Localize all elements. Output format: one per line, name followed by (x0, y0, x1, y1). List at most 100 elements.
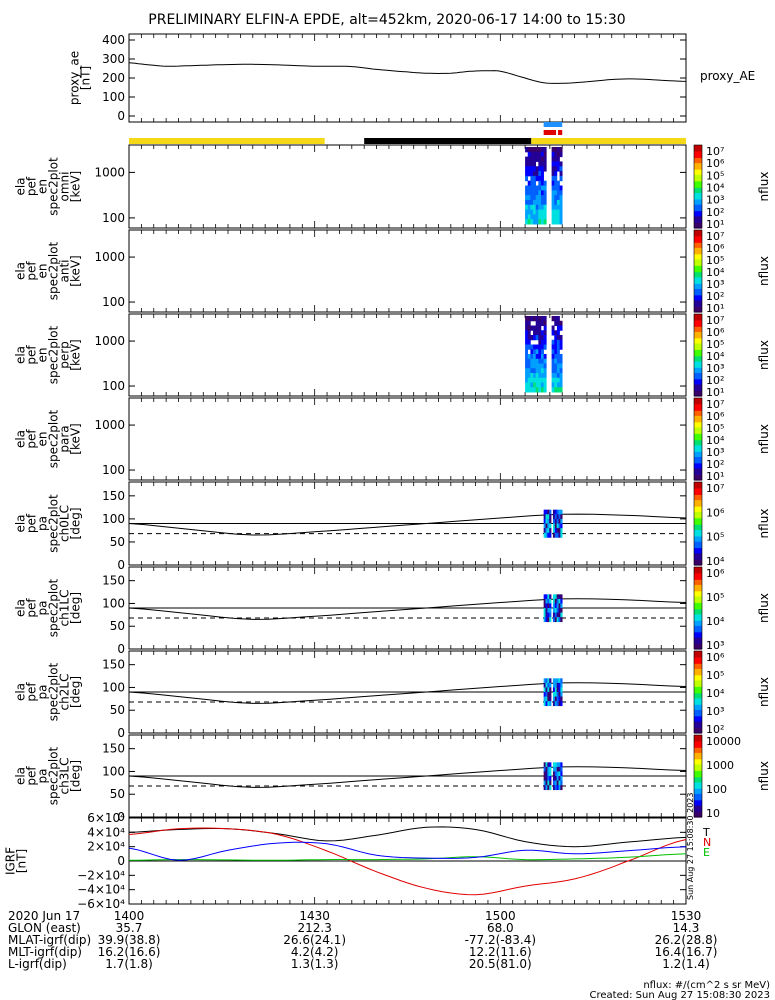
colorbar-label: nflux (757, 593, 771, 623)
spectrogram-pixel (541, 344, 544, 350)
colorbar-segment (694, 680, 702, 683)
pa-spectrogram-pixel (545, 780, 548, 786)
ch0-y-tick-label: 50 (110, 535, 125, 549)
omni-colorbar (693, 144, 703, 229)
pa-spectrogram-pixel (545, 785, 548, 791)
created-note: Created: Sun Aug 27 15:08:30 2023 (590, 990, 770, 1000)
spectrogram-pixel (541, 161, 544, 167)
pa-spectrogram-pixel (545, 598, 548, 604)
colorbar-segment (694, 272, 702, 275)
orbit-value: 68.0 (487, 921, 514, 935)
spectrogram-pixel (527, 387, 531, 393)
spectrogram-pixel (556, 195, 560, 201)
colorbar-segment (694, 477, 702, 480)
igrf-y-tick-label: 4×10⁴ (87, 825, 125, 839)
colorbar-segment (694, 156, 702, 159)
pa-spectrogram-pixel (554, 598, 557, 604)
colorbar-segment (694, 509, 702, 512)
pa-spectrogram-pixel (556, 608, 559, 613)
side-timestamp: Sun Aug 27 15:08:30 2023 (686, 793, 695, 900)
colorbar-segment (694, 713, 702, 716)
spectrogram-pixel (543, 219, 547, 225)
colorbar-segment (694, 462, 702, 464)
colorbar-segment (694, 369, 702, 371)
colorbar-segment (694, 624, 702, 627)
pa-spectrogram-pixel (558, 603, 561, 609)
colorbar-segment (694, 330, 702, 333)
colorbar-segment (694, 502, 702, 505)
spectrogram-pixel (554, 354, 558, 360)
y-axis-label-line: pa (36, 601, 50, 616)
ch2-y-tick-label: 50 (110, 703, 125, 717)
spectrogram-pixel (543, 387, 547, 393)
spectrogram-pixel (538, 344, 542, 350)
pa-spectrogram-pixel (558, 598, 561, 604)
spectrogram-pixel (543, 195, 547, 201)
ch2-line-1 (128, 682, 687, 704)
spectrogram-pixel (533, 219, 536, 225)
colorbar-segment (694, 249, 702, 252)
pa-spectrogram-pixel (560, 785, 563, 791)
colorbar-segment (694, 406, 702, 409)
spectrogram-pixel (559, 204, 563, 211)
pa-spectrogram-pixel (543, 612, 546, 618)
pa-spectrogram-pixel (547, 780, 550, 786)
orbit-value: 1530 (671, 909, 702, 923)
colorbar-segment (694, 582, 702, 585)
science-zone-bar-red (543, 130, 563, 135)
colorbar-segment (694, 401, 702, 404)
colorbar-segment (694, 493, 702, 496)
spectrogram-pixel (556, 204, 560, 211)
spectrogram-pixel (559, 377, 563, 383)
colorbar-segment (694, 800, 702, 803)
colorbar-segment (694, 348, 702, 351)
pa-spectrogram-pixel (560, 608, 563, 613)
spectrogram-pixel (541, 219, 544, 225)
spectrogram-pixel (525, 344, 529, 350)
colorbar-segment (694, 544, 702, 547)
colorbar-segment (694, 245, 702, 248)
pa-spectrogram-pixel (543, 518, 546, 524)
colorbar-segment (694, 314, 702, 316)
colorbar-segment (694, 805, 702, 808)
orbit-value: 4.2(4.2) (291, 945, 339, 959)
spectrogram-pixel (543, 147, 547, 153)
colorbar-segment (694, 351, 702, 354)
igrf-line-E (128, 853, 687, 861)
colorbar-segment (694, 707, 702, 710)
spectrogram-pixel (541, 363, 544, 369)
colorbar-segment (694, 268, 702, 271)
pa-spectrogram-pixel (545, 518, 548, 524)
spectrogram-pixel (543, 344, 547, 350)
spectrogram-pixel (541, 214, 544, 220)
colorbar-segment (694, 431, 702, 434)
colorbar-segment (694, 376, 702, 379)
pa-spectrogram-pixel (549, 696, 552, 702)
spectrogram-pixel (541, 316, 544, 322)
pa-spectrogram-pixel (547, 608, 550, 613)
pa-spectrogram-pixel (547, 766, 550, 772)
pa-spectrogram-pixel (556, 523, 559, 529)
spectrogram-pixel (525, 330, 529, 336)
colorbar-segment (694, 773, 702, 776)
colorbar-segment (694, 277, 702, 280)
pa-spectrogram-pixel (556, 785, 559, 791)
spectrogram-pixel (556, 209, 560, 215)
spectrogram-pixel (530, 387, 534, 393)
colorbar-segment (694, 218, 702, 221)
spectrogram-pixel (554, 204, 558, 211)
colorbar-segment (694, 319, 702, 322)
spectrogram-pixel (525, 209, 529, 215)
spectrogram-pixel (554, 373, 558, 379)
colorbar-segment (694, 537, 702, 540)
spectrogram-pixel (559, 354, 563, 360)
colorbar-segment (694, 232, 702, 235)
colorbar-segment (694, 749, 702, 751)
colorbar-segment (694, 535, 702, 538)
colorbar-segment (694, 294, 702, 296)
spectrogram-pixel (533, 354, 536, 360)
spectrogram-pixel (551, 209, 555, 215)
pa-spectrogram-pixel (558, 532, 561, 538)
colorbar-segment (694, 786, 702, 789)
